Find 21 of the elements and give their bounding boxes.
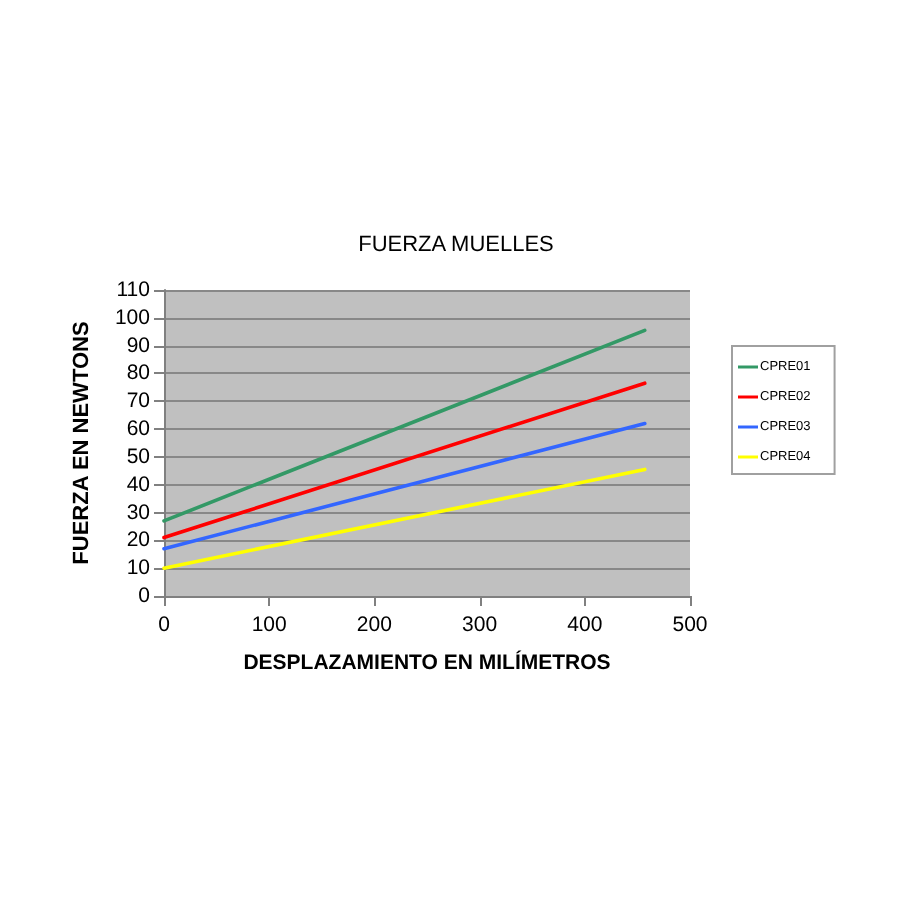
y-tick-label: 0 bbox=[138, 584, 151, 608]
x-tick-label: 300 bbox=[462, 613, 498, 637]
y-tick-label: 100 bbox=[114, 305, 151, 330]
y-tick-label: 30 bbox=[126, 500, 151, 525]
x-tick-label: 0 bbox=[158, 613, 171, 637]
x-tick-label: 400 bbox=[567, 613, 603, 637]
x-tick-label: 500 bbox=[672, 613, 708, 637]
x-tick-label: 100 bbox=[251, 613, 288, 637]
y-tick-label: 90 bbox=[126, 333, 151, 358]
y-tick-label: 40 bbox=[126, 472, 151, 497]
y-axis-title: FUERZA EN NEWTONS bbox=[70, 321, 95, 565]
y-tick-label: 50 bbox=[126, 444, 151, 469]
y-tick-label: 20 bbox=[126, 528, 151, 553]
y-tick-label: 80 bbox=[126, 361, 151, 386]
y-tick-label: 60 bbox=[126, 417, 151, 442]
x-axis-title: DESPLAZAMIENTO EN MILÍMETROS bbox=[243, 649, 611, 675]
y-tick-label: 70 bbox=[126, 389, 151, 414]
y-tick-label: 110 bbox=[116, 278, 151, 302]
y-tick-label: 10 bbox=[126, 556, 151, 581]
x-tick-label: 200 bbox=[356, 613, 393, 637]
chart-title: FUERZA MUELLES bbox=[358, 233, 554, 257]
